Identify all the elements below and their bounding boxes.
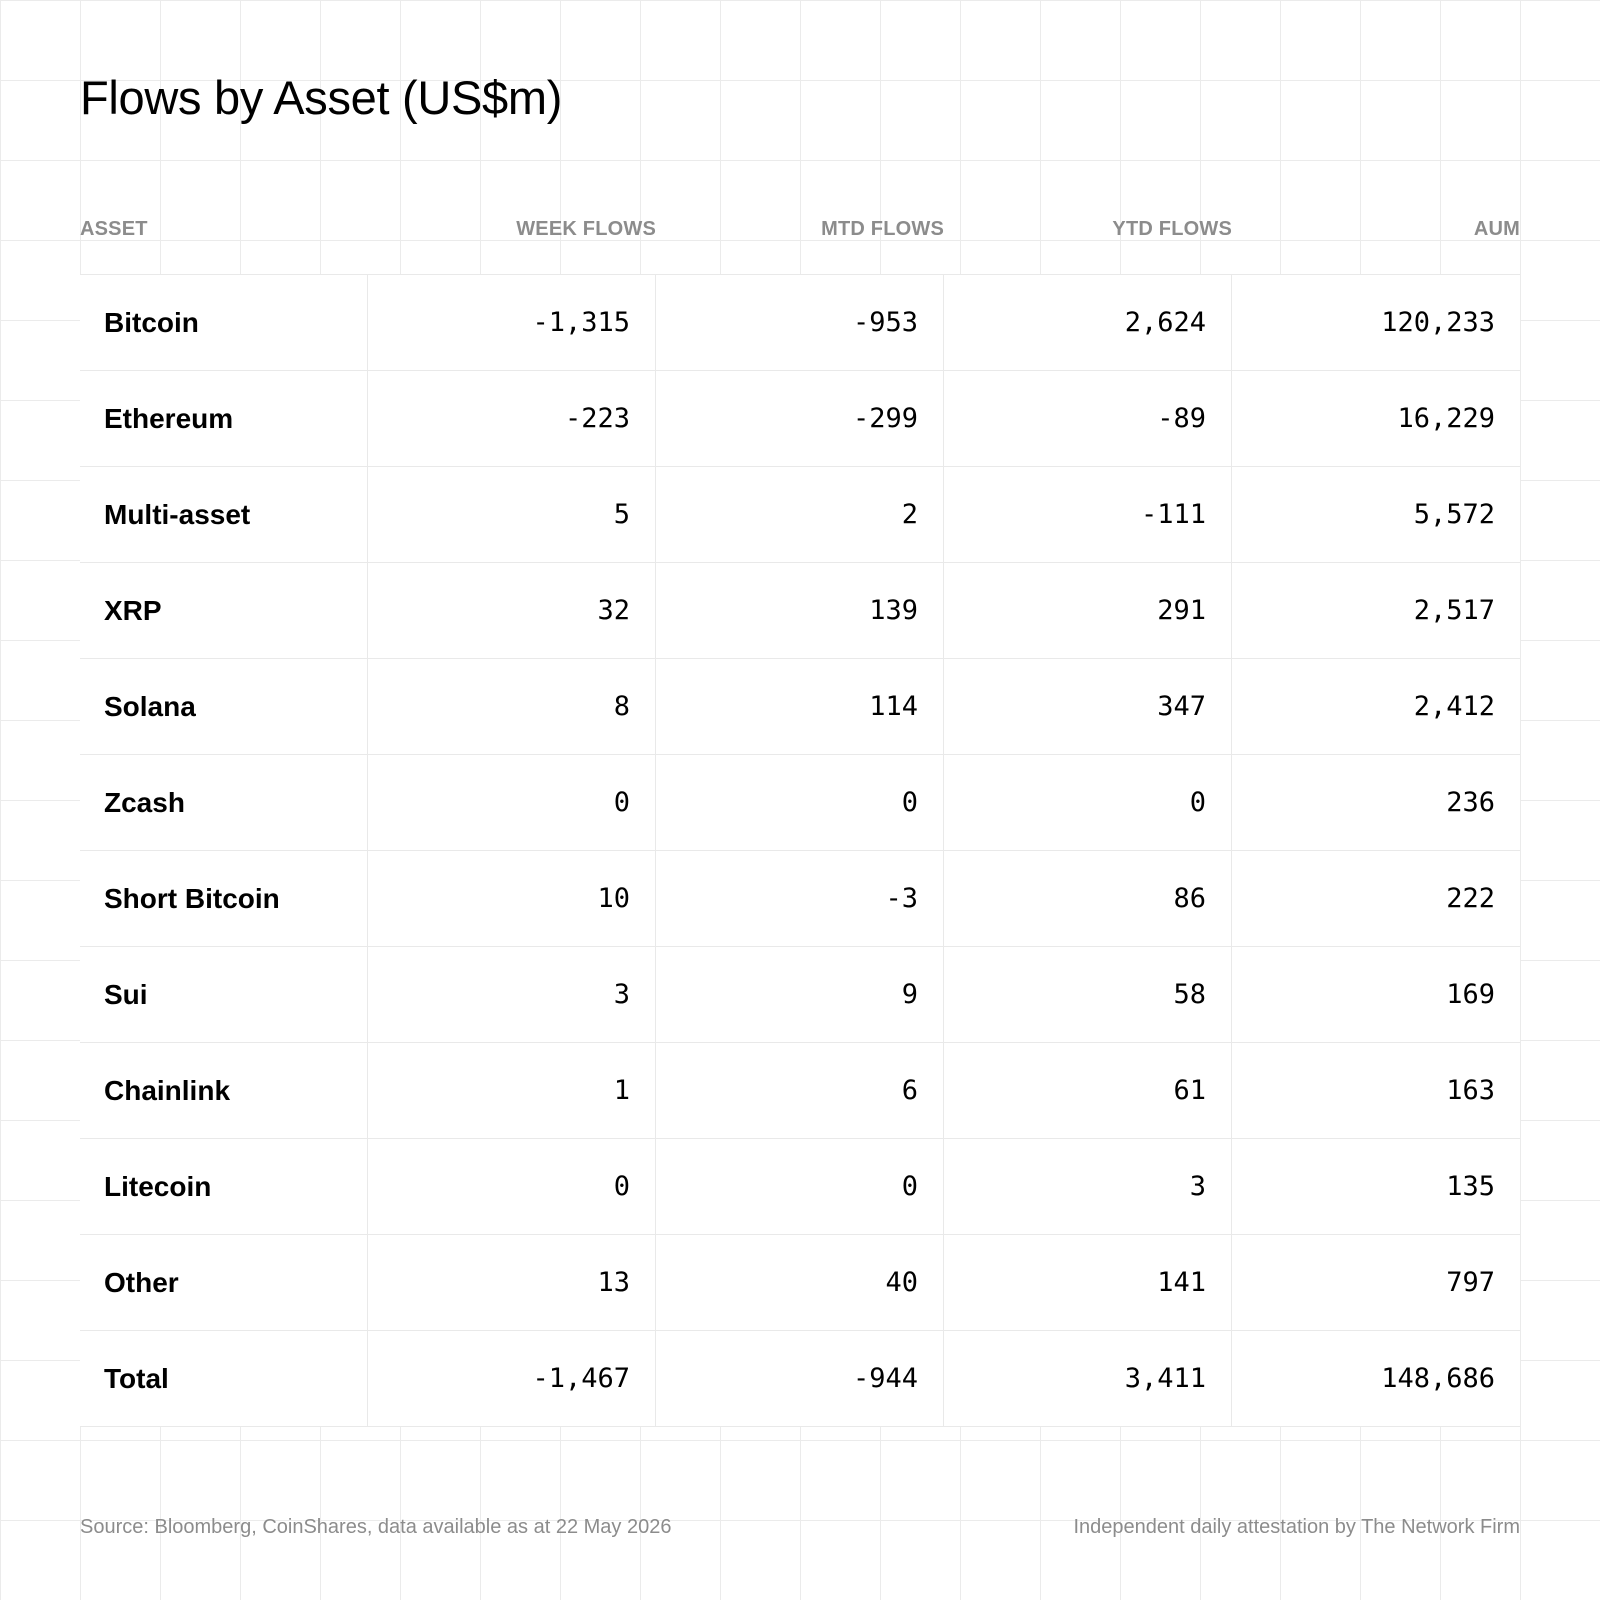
asset-name-cell: Solana <box>80 659 368 754</box>
value-cell: 0 <box>368 1139 656 1234</box>
source-note: Source: Bloomberg, CoinShares, data avai… <box>80 1516 672 1538</box>
value-cell: 5 <box>368 467 656 562</box>
value-cell: 13 <box>368 1235 656 1330</box>
value-cell: 114 <box>656 659 944 754</box>
value-cell: -223 <box>368 371 656 466</box>
value-cell: 86 <box>944 851 1232 946</box>
value-cell: 148,686 <box>1381 1363 1495 1394</box>
column-header-asset: ASSET <box>80 218 148 240</box>
value-cell: 5,572 <box>1413 499 1495 530</box>
value-cell: 32 <box>368 563 656 658</box>
table-row: Sui 3 9 58 169 <box>80 947 1520 1043</box>
value-cell: 2,412 <box>1413 691 1495 722</box>
table-row: Short Bitcoin 10 -3 86 222 <box>80 851 1520 947</box>
flows-table: ASSET WEEK FLOWS MTD FLOWS YTD FLOWS AUM… <box>80 216 1520 1427</box>
table-row: Litecoin 0 0 3 135 <box>80 1139 1520 1235</box>
column-header-mtd-flows: MTD FLOWS <box>821 218 944 240</box>
asset-name-cell: XRP <box>80 563 368 658</box>
table-row: Solana 8 114 347 2,412 <box>80 659 1520 755</box>
asset-name-cell: Litecoin <box>80 1139 368 1234</box>
value-cell: 347 <box>944 659 1232 754</box>
value-cell: 58 <box>944 947 1232 1042</box>
value-cell: -299 <box>656 371 944 466</box>
value-cell: 2,517 <box>1413 595 1495 626</box>
table-row: Chainlink 1 6 61 163 <box>80 1043 1520 1139</box>
column-header-ytd-flows: YTD FLOWS <box>1112 218 1232 240</box>
value-cell: 61 <box>944 1043 1232 1138</box>
value-cell: 2 <box>656 467 944 562</box>
chart-title: Flows by Asset (US$m) <box>80 71 563 124</box>
value-cell: -111 <box>944 467 1232 562</box>
table-row: XRP 32 139 291 2,517 <box>80 563 1520 659</box>
value-cell: 16,229 <box>1397 403 1495 434</box>
value-cell: 141 <box>944 1235 1232 1330</box>
asset-name-cell: Ethereum <box>80 371 368 466</box>
value-cell: 9 <box>656 947 944 1042</box>
table-body: Bitcoin -1,315 -953 2,624 120,233 Ethereum -22… <box>80 274 1520 1427</box>
column-header-week-flows: WEEK FLOWS <box>516 218 656 240</box>
value-cell: 10 <box>368 851 656 946</box>
value-cell: 120,233 <box>1381 307 1495 338</box>
value-cell: 2,624 <box>944 275 1232 370</box>
attestation-note: Independent daily attestation by The Net… <box>1073 1516 1520 1538</box>
value-cell: 3,411 <box>944 1331 1232 1426</box>
value-cell: 0 <box>944 755 1232 850</box>
column-header-aum: AUM <box>1473 218 1520 240</box>
value-cell: 3 <box>368 947 656 1042</box>
value-cell: 291 <box>944 563 1232 658</box>
value-cell: 0 <box>656 755 944 850</box>
value-cell: 1 <box>368 1043 656 1138</box>
value-cell: 163 <box>1446 1075 1495 1106</box>
asset-name-cell: Bitcoin <box>80 275 368 370</box>
asset-name-cell: Chainlink <box>80 1043 368 1138</box>
value-cell: 0 <box>368 755 656 850</box>
value-cell: -1,467 <box>368 1331 656 1426</box>
asset-name-cell: Zcash <box>80 755 368 850</box>
asset-name-cell: Short Bitcoin <box>80 851 368 946</box>
table-row: Zcash 0 0 0 236 <box>80 755 1520 851</box>
value-cell: -953 <box>656 275 944 370</box>
asset-name-cell: Other <box>80 1235 368 1330</box>
asset-name-cell: Sui <box>80 947 368 1042</box>
value-cell: -944 <box>656 1331 944 1426</box>
value-cell: -1,315 <box>368 275 656 370</box>
table-row: Bitcoin -1,315 -953 2,624 120,233 <box>80 275 1520 371</box>
value-cell: 169 <box>1446 979 1495 1010</box>
value-cell: 6 <box>656 1043 944 1138</box>
value-cell: 8 <box>368 659 656 754</box>
table-row: Ethereum -223 -299 -89 16,229 <box>80 371 1520 467</box>
value-cell: 222 <box>1446 883 1495 914</box>
asset-name-cell: Total <box>80 1331 368 1426</box>
value-cell: 797 <box>1446 1267 1495 1298</box>
table-header-row: ASSET WEEK FLOWS MTD FLOWS YTD FLOWS AUM <box>80 216 1520 274</box>
value-cell: 236 <box>1446 787 1495 818</box>
value-cell: 139 <box>656 563 944 658</box>
table-row: Total -1,467 -944 3,411 148,686 <box>80 1331 1520 1427</box>
value-cell: 135 <box>1446 1171 1495 1202</box>
value-cell: 40 <box>656 1235 944 1330</box>
value-cell: -3 <box>656 851 944 946</box>
value-cell: 3 <box>944 1139 1232 1234</box>
table-row: Multi-asset 5 2 -111 5,572 <box>80 467 1520 563</box>
value-cell: 0 <box>656 1139 944 1234</box>
value-cell: -89 <box>944 371 1232 466</box>
table-row: Other 13 40 141 797 <box>80 1235 1520 1331</box>
asset-name-cell: Multi-asset <box>80 467 368 562</box>
